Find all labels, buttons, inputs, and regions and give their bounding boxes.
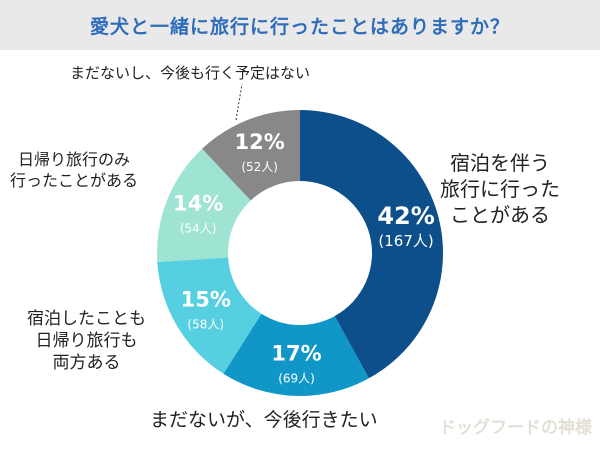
- percent-label: 17%: [271, 341, 321, 365]
- chart-title: 愛犬と一緒に旅行に行ったことはありますか？: [89, 15, 510, 38]
- label-daytrip: 日帰り旅行のみ 行ったことがある: [10, 150, 139, 190]
- label-overnight: 宿泊を伴う 旅行に行った ことがある: [440, 151, 560, 227]
- percent-label: 42%: [377, 202, 434, 230]
- count-label: (52人): [241, 160, 278, 174]
- count-label: (54人): [180, 222, 217, 236]
- slice-1: [223, 313, 369, 396]
- leader-line: [235, 83, 243, 121]
- label-want-to-go: まだないが、今後行きたい: [150, 409, 378, 431]
- count-label: (69人): [278, 371, 315, 385]
- percent-label: 15%: [181, 288, 231, 312]
- slice-2: [157, 257, 262, 374]
- count-label: (167人): [378, 232, 433, 250]
- label-both: 宿泊したことも 日帰り旅行も 両方ある: [27, 309, 146, 374]
- slice-4: [202, 110, 300, 201]
- count-label: (58人): [187, 318, 224, 332]
- percent-label: 14%: [173, 192, 223, 216]
- label-no-plan: まだないし、今後も行く予定はない: [70, 64, 311, 82]
- percent-label: 12%: [235, 130, 285, 154]
- title-bar: 愛犬と一緒に旅行に行ったことはありますか？: [0, 0, 600, 50]
- slice-0: [300, 110, 443, 379]
- watermark-logo: ドッグフードの神様: [439, 418, 592, 438]
- slice-3: [157, 148, 251, 262]
